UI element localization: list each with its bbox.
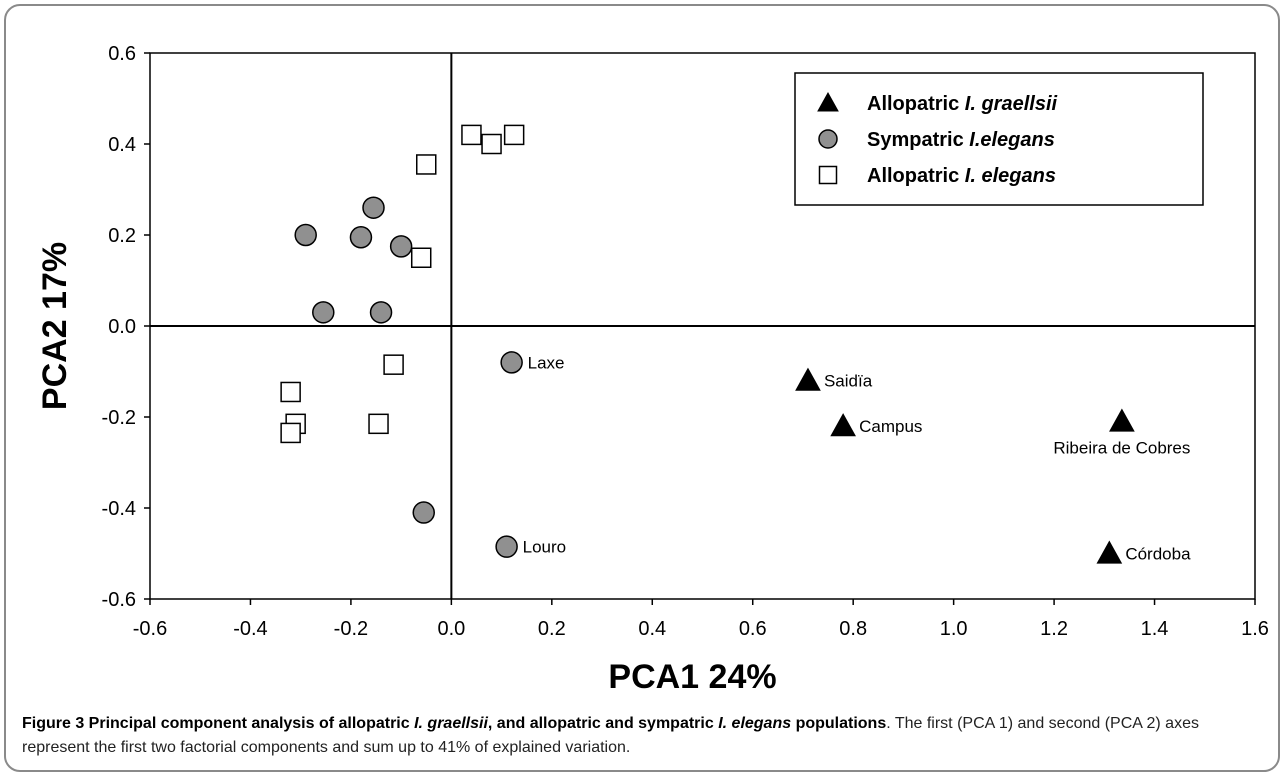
x-tick-label: 0.2 — [538, 618, 566, 640]
circle-point — [312, 301, 335, 324]
square-point — [503, 124, 525, 146]
legend-circle-marker — [818, 129, 838, 149]
caption-title-part: , and allopatric and sympatric — [487, 715, 719, 732]
y-axis-title: PCA2 17% — [36, 242, 74, 410]
caption-title-part: populations — [791, 715, 887, 732]
y-tick-label: 0.4 — [108, 134, 136, 156]
square-point — [280, 422, 301, 444]
point-label: Saidïa — [824, 372, 873, 391]
square-point — [368, 413, 389, 435]
x-tick-label: -0.4 — [233, 618, 267, 640]
y-tick-label: -0.6 — [102, 589, 136, 611]
x-tick-label: 0.0 — [437, 618, 465, 640]
x-tick-label: 1.6 — [1241, 618, 1269, 640]
plot-area: -0.6 -0.4 -0.2 0.0 0.2 0.4 0.6 0.8 1.0 1.2 1.4 1.6 0… — [36, 43, 1269, 696]
figure-caption: Figure 3 Principal component analysis of… — [22, 712, 1268, 760]
figure-frame — [4, 4, 1280, 772]
y-tick-label: -0.4 — [102, 498, 136, 520]
caption-body: . The first (PCA 1) and second (PCA 2) a… — [22, 715, 1199, 756]
x-tick-label: 0.6 — [739, 618, 767, 640]
x-tick-label: 1.2 — [1040, 618, 1068, 640]
x-tick-label: 1.0 — [940, 618, 968, 640]
legend-entry-label: Allopatric I. elegans — [867, 165, 1056, 187]
y-tick-label: 0.6 — [108, 43, 136, 65]
legend-square-marker — [818, 165, 838, 185]
point-label: Ribeira de Cobres — [1053, 439, 1190, 458]
square-point — [481, 133, 502, 155]
x-tick-label: 1.4 — [1141, 618, 1169, 640]
y-tick-label: -0.2 — [102, 407, 136, 429]
x-tick-label: -0.2 — [334, 618, 368, 640]
legend-triangle-marker — [817, 91, 839, 112]
circle-point — [294, 223, 317, 247]
caption-title-part: I. graellsii — [414, 715, 488, 732]
legend-entry-part: Sympatric — [867, 129, 969, 151]
caption-title-text: Figure 3 Principal component analysis of… — [22, 715, 886, 732]
pca-scatter-chart: -0.6 -0.4 -0.2 0.0 0.2 0.4 0.6 0.8 1.0 1.2 1.4 1.6 0… — [36, 43, 1269, 696]
point-label: Laxe — [528, 353, 565, 372]
x-tick-label: 0.8 — [839, 618, 867, 640]
point-label: Córdoba — [1125, 545, 1191, 564]
triangle-point — [795, 367, 821, 391]
circle-point — [412, 501, 435, 524]
legend-box — [794, 72, 1204, 206]
circle-point — [362, 196, 385, 219]
legend-entry-part: I. graellsii — [965, 93, 1058, 115]
square-point — [416, 154, 437, 175]
x-tick-label: -0.6 — [133, 618, 167, 640]
legend-entry-label: Allopatric I. graellsii — [867, 93, 1058, 115]
circle-point — [349, 226, 373, 249]
square-point — [383, 354, 404, 375]
y-tick-label: 0.0 — [108, 316, 136, 338]
circle-point — [495, 535, 518, 558]
triangle-point — [1109, 408, 1135, 432]
point-label: Campus — [859, 417, 922, 436]
y-tick-label: 0.2 — [108, 225, 136, 247]
circle-point — [500, 351, 523, 374]
caption-title-part: Figure 3 Principal component analysis of… — [22, 715, 415, 732]
legend-entry-part: I. elegans — [965, 165, 1056, 187]
legend-entry-part: I.elegans — [969, 129, 1055, 151]
point-label: Louro — [523, 538, 566, 557]
circle-point — [369, 301, 393, 324]
square-point — [410, 247, 432, 268]
caption-title-part: I. elegans — [718, 715, 792, 732]
caption-title: Figure 3 Principal component analysis of… — [22, 715, 886, 732]
circle-point — [389, 235, 413, 258]
legend-entry-part: Allopatric — [867, 165, 965, 187]
legend-entry-part: Allopatric — [867, 93, 965, 115]
square-point — [461, 124, 482, 146]
x-tick-label: 0.4 — [638, 618, 666, 640]
legend: Allopatric I. graellsii Sympatric I.elega… — [794, 72, 1204, 206]
triangle-point — [1096, 540, 1123, 564]
x-axis-title: PCA1 24% — [608, 658, 776, 696]
triangle-point — [830, 413, 856, 437]
legend-entry-label: Sympatric I.elegans — [867, 129, 1055, 151]
square-point — [280, 381, 301, 403]
